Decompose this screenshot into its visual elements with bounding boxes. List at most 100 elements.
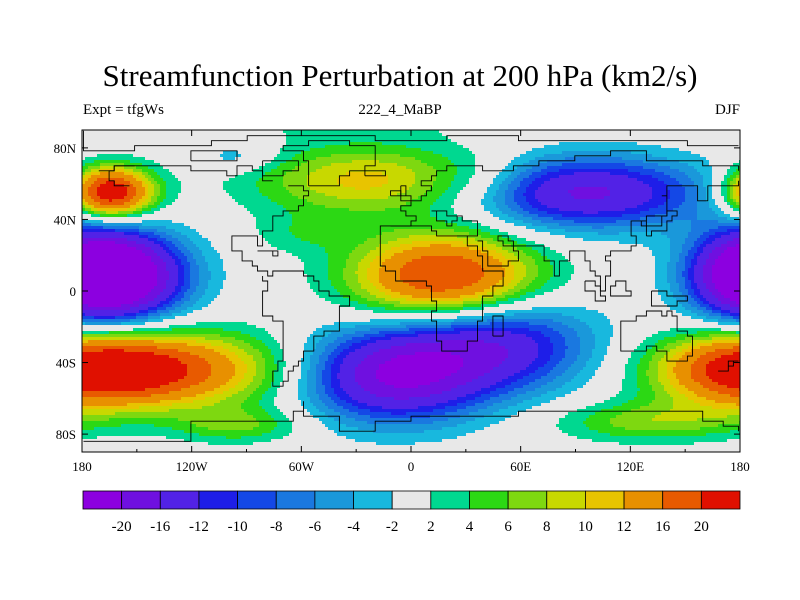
contour-cell: [688, 346, 701, 350]
contour-cell: [733, 238, 740, 242]
contour-cell: [730, 430, 740, 434]
contour-cell: [190, 268, 200, 272]
contour-cell: [559, 421, 584, 425]
contour-cell: [358, 244, 380, 248]
contour-cell: [223, 391, 239, 395]
contour-cell: [355, 349, 380, 353]
contour-cell: [484, 313, 515, 317]
contour-cell: [175, 289, 182, 293]
contour-cell: [82, 343, 188, 347]
contour-cell: [268, 388, 278, 392]
contour-cell: [196, 244, 212, 248]
contour-cell: [661, 382, 671, 386]
contour-cell: [718, 289, 740, 293]
contour-cell: [322, 382, 332, 386]
contour-cell: [397, 238, 476, 242]
contour-cell: [736, 301, 740, 305]
contour-cell: [415, 442, 620, 446]
contour-cell: [385, 292, 401, 296]
contour-cell: [613, 334, 653, 338]
contour-cell: [142, 169, 155, 173]
contour-cell: [190, 421, 260, 425]
contour-cell: [643, 355, 653, 359]
contour-cell: [451, 322, 491, 326]
contour-cell: [301, 403, 314, 407]
contour-cell: [259, 166, 278, 170]
contour-cell: [190, 238, 209, 242]
contour-cell: [82, 295, 146, 299]
contour-cell: [514, 292, 527, 296]
contour-cell: [208, 265, 224, 269]
contour-cell: [637, 367, 650, 371]
contour-cell: [520, 205, 533, 209]
contour-cell: [451, 388, 482, 392]
contour-cell: [511, 397, 533, 401]
contour-cell: [166, 187, 182, 191]
contour-cell: [694, 391, 719, 395]
contour-cell: [697, 205, 710, 209]
contour-cell: [433, 409, 458, 413]
contour-cell: [655, 265, 668, 269]
contour-cell: [703, 268, 713, 272]
contour-cell: [529, 175, 542, 179]
contour-cell: [583, 367, 599, 371]
contour-cell: [589, 415, 617, 419]
contour-cell: [301, 163, 332, 167]
contour-cell: [337, 373, 356, 377]
contour-cell: [331, 367, 341, 371]
contour-cell: [661, 298, 677, 302]
contour-cell: [379, 244, 401, 248]
contour-cell: [82, 358, 179, 362]
contour-cell: [646, 223, 692, 227]
contour-cell: [727, 196, 731, 200]
contour-cell: [361, 346, 392, 350]
contour-cell: [82, 298, 140, 302]
contour-cell: [88, 178, 98, 182]
contour-cell: [124, 313, 137, 317]
contour-cell: [148, 316, 161, 320]
contour-cell: [343, 349, 356, 353]
contour-cell: [235, 337, 257, 341]
contour-cell: [289, 190, 317, 194]
colorbar-label: 10: [578, 519, 593, 535]
contour-cell: [208, 427, 254, 431]
contour-cell: [139, 199, 146, 203]
contour-cell: [454, 211, 491, 215]
contour-cell: [220, 256, 299, 260]
contour-cell: [208, 262, 224, 266]
contour-cell: [319, 409, 335, 413]
contour-cell: [151, 256, 161, 260]
contour-cell: [343, 388, 365, 392]
contour-cell: [406, 166, 434, 170]
contour-cell: [652, 253, 671, 257]
contour-cell: [247, 397, 263, 401]
contour-cell: [262, 382, 272, 386]
contour-cell: [541, 220, 575, 224]
contour-cell: [457, 214, 494, 218]
contour-cell: [232, 361, 245, 365]
contour-cell: [649, 361, 659, 365]
contour-cell: [82, 334, 221, 338]
contour-cell: [697, 208, 713, 212]
contour-cell: [169, 295, 176, 299]
contour-cell: [430, 244, 452, 248]
contour-cell: [556, 376, 575, 380]
contour-cell: [214, 388, 230, 392]
contour-cell: [463, 301, 482, 305]
contour-cell: [175, 307, 188, 311]
contour-cell: [220, 292, 317, 296]
contour-cell: [694, 277, 704, 281]
contour-cell: [316, 190, 407, 194]
contour-cell: [535, 340, 551, 344]
contour-cell: [235, 352, 248, 356]
contour-cell: [121, 304, 140, 308]
contour-cell: [481, 229, 500, 233]
contour-cell: [136, 205, 143, 209]
colorbar-box: [121, 490, 161, 510]
contour-cell: [271, 382, 281, 386]
contour-cell: [88, 211, 95, 215]
contour-cell: [535, 196, 575, 200]
contour-cell: [655, 277, 668, 281]
contour-cell: [715, 262, 740, 266]
contour-cell: [346, 391, 371, 395]
